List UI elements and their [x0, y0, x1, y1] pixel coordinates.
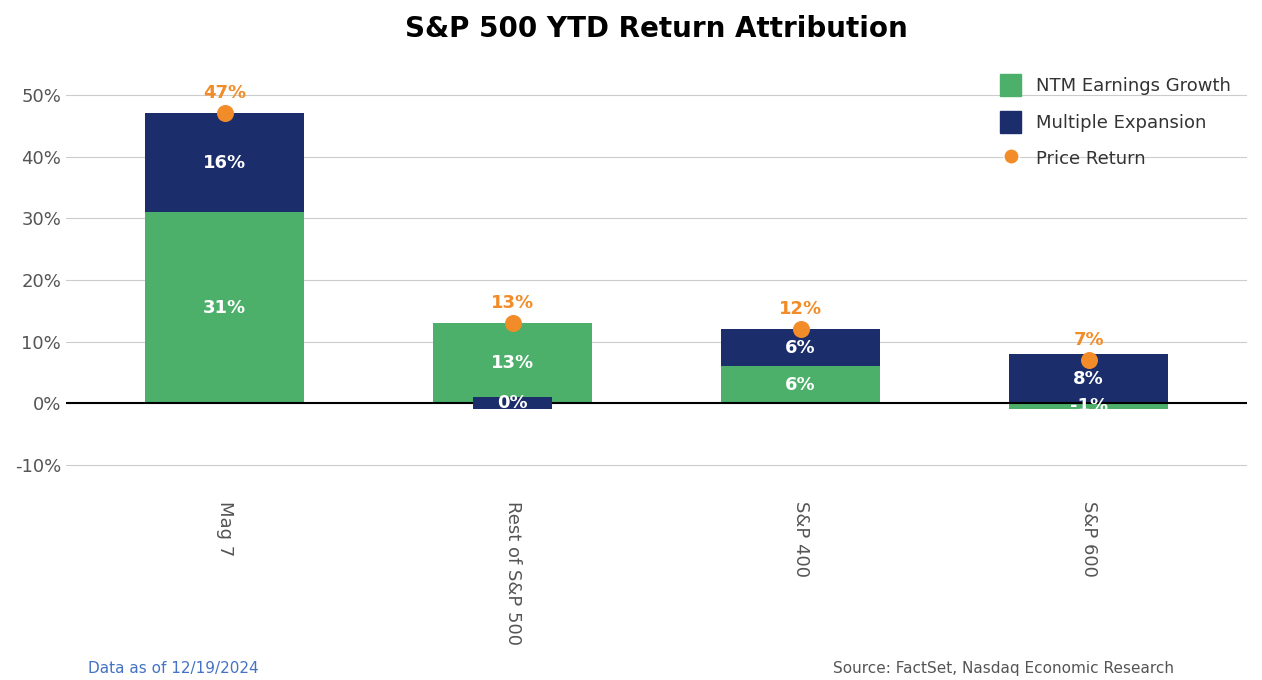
Point [790, 324, 810, 335]
Text: 7%: 7% [1073, 331, 1104, 349]
Text: Data as of 12/19/2024: Data as of 12/19/2024 [88, 661, 259, 676]
Text: -1%: -1% [1069, 397, 1108, 415]
Bar [473, 397, 553, 409]
Bar [145, 212, 304, 403]
Bar [722, 367, 880, 403]
Point [215, 108, 235, 119]
Legend: NTM Earnings Growth, Multiple Expansion, Price Return: NTM Earnings Growth, Multiple Expansion,… [992, 67, 1238, 176]
Text: 13%: 13% [491, 354, 534, 372]
Bar [1010, 354, 1167, 403]
Text: 31%: 31% [203, 299, 246, 317]
Point [1079, 354, 1099, 365]
Text: 47%: 47% [203, 84, 246, 102]
Bar [1010, 403, 1167, 409]
Text: 6%: 6% [785, 376, 815, 394]
Text: 16%: 16% [203, 154, 246, 171]
Bar [722, 329, 880, 367]
Text: 12%: 12% [779, 300, 822, 318]
Text: 13%: 13% [491, 294, 534, 312]
Text: 8%: 8% [1073, 369, 1104, 388]
Text: 6%: 6% [785, 339, 815, 357]
Text: Source: FactSet, Nasdaq Economic Research: Source: FactSet, Nasdaq Economic Researc… [833, 661, 1174, 676]
Bar [145, 114, 304, 212]
Title: S&P 500 YTD Return Attribution: S&P 500 YTD Return Attribution [405, 15, 907, 43]
Bar [433, 323, 592, 403]
Point [502, 318, 522, 328]
Text: 0%: 0% [497, 394, 528, 412]
